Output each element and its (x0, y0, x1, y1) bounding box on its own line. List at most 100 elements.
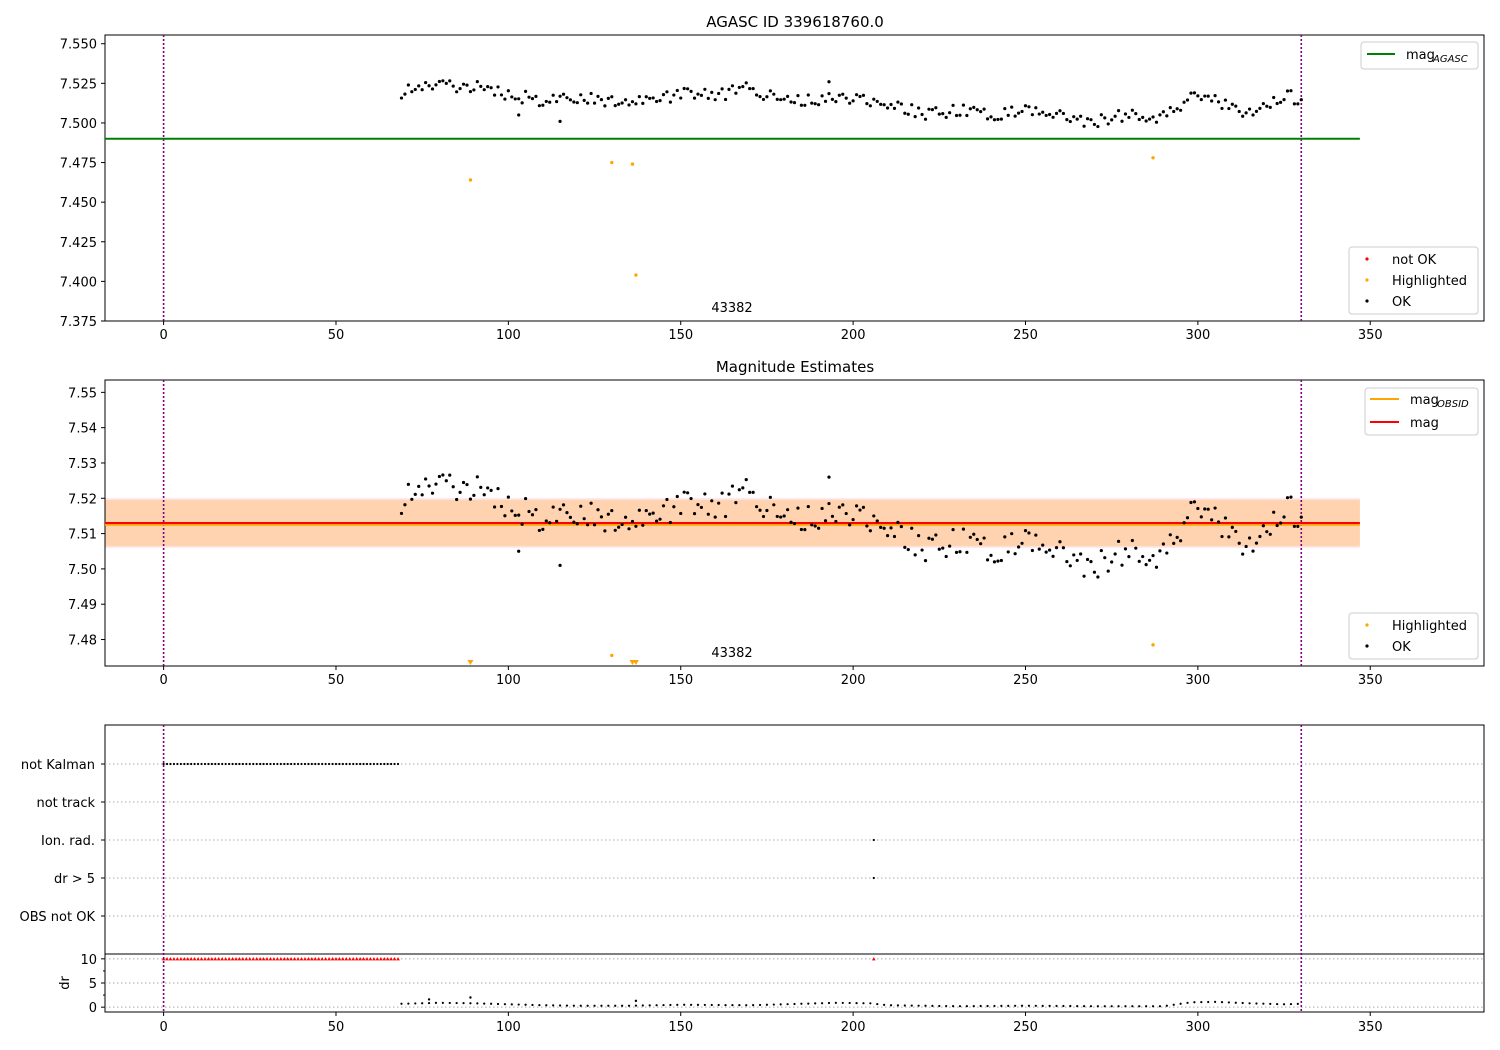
flags-xtick-label: 250 (1013, 1020, 1038, 1035)
agasc-ok-point (1023, 104, 1028, 108)
agasc-ytick-label: 7.525 (60, 77, 97, 92)
magnitude-ok-point (1230, 525, 1234, 529)
magnitude-ytick-label: 7.52 (68, 492, 97, 507)
agasc-ok-point (1120, 119, 1124, 123)
agasc-ok-point (999, 117, 1003, 121)
agasc-ok-point (1272, 95, 1276, 100)
dr-point (862, 1002, 865, 1005)
agasc-ok-point (1203, 94, 1207, 98)
magnitude-ok-point (792, 521, 797, 526)
not-kalman-point (324, 762, 327, 766)
agasc-ok-point (513, 97, 517, 101)
agasc-ytick-label: 7.450 (60, 196, 97, 211)
agasc-panel: AGASC ID 339618760.0 0 50 100 150 200 250 300 3… (60, 13, 1485, 343)
dr-point (1007, 1004, 1010, 1007)
agasc-ok-point (1213, 94, 1217, 98)
magnitude-ok-point (1175, 535, 1179, 539)
agasc-ok-point (561, 92, 566, 96)
not-kalman-point (296, 762, 300, 766)
dr-point (483, 1002, 486, 1005)
magnitude-ok-point (517, 513, 521, 517)
magnitude-ok-point (655, 519, 659, 523)
dr-point (469, 996, 472, 999)
agasc-ok-point (1116, 108, 1121, 113)
magnitude-highlighted-point (1151, 643, 1155, 647)
agasc-ok-point (530, 97, 535, 101)
agasc-ok-point (868, 104, 872, 108)
magnitude-ok-point (1010, 532, 1014, 536)
agasc-ytick-label: 7.475 (60, 157, 97, 172)
dr-point (1220, 1001, 1224, 1004)
dr-point (1213, 1000, 1217, 1003)
dr-point (662, 1003, 665, 1007)
magnitude-ok-point (679, 511, 683, 516)
agasc-ok-point (1020, 109, 1024, 114)
magnitude-ok-point (1123, 547, 1128, 551)
agasc-ok-point (455, 90, 459, 94)
agasc-ok-point (613, 104, 617, 108)
agasc-ok-point (906, 112, 910, 116)
magnitude-ok-point (534, 508, 538, 512)
magnitude-ok-point (696, 502, 700, 507)
magnitude-ok-point (810, 523, 814, 527)
magnitude-ok-point (1144, 563, 1148, 567)
magnitude-ok-point (868, 529, 872, 533)
agasc-ok-point (489, 86, 493, 90)
magnitude-clipped-marker (467, 660, 474, 665)
not-kalman-point (248, 762, 251, 766)
agasc-ok-point (420, 88, 424, 92)
magnitude-ok-point (1134, 546, 1138, 550)
not-kalman-point (245, 762, 248, 766)
dr-clipped-marker (347, 957, 352, 961)
magnitude-xtick-label: 150 (668, 673, 693, 688)
agasc-ok-point (686, 87, 690, 91)
agasc-ok-point (517, 97, 521, 101)
agasc-ok-point (796, 94, 800, 98)
dr-point (1172, 1003, 1175, 1006)
dr-clipped-marker (220, 957, 225, 961)
agasc-ok-point (434, 83, 438, 87)
dr-point (1041, 1004, 1044, 1007)
magnitude-ytick-label: 7.55 (68, 386, 97, 401)
magnitude-ok-point (1041, 543, 1045, 547)
magnitude-ok-point (937, 547, 941, 551)
agasc-ok-point (965, 113, 969, 118)
magnitude-ok-point (410, 497, 414, 501)
not-kalman-point (262, 762, 265, 766)
not-kalman-point (314, 762, 317, 766)
agasc-ok-point (948, 111, 952, 115)
magnitude-ok-point (1285, 496, 1290, 500)
magnitude-ok-point (999, 558, 1003, 563)
magnitude-points-legend: Highlighted OK (1348, 612, 1479, 660)
dr-point (1000, 1004, 1003, 1007)
agasc-ok-point (565, 96, 569, 100)
agasc-ok-point (810, 101, 814, 105)
agasc-ok-point (1096, 124, 1100, 129)
not-kalman-point (348, 762, 351, 766)
magnitude-ok-point (551, 505, 555, 509)
dr-point (503, 1003, 507, 1006)
dr-clipped-marker (223, 957, 228, 961)
magnitude-ok-point (830, 514, 835, 518)
agasc-ok-point (406, 83, 410, 87)
dr-clipped-marker (210, 957, 214, 961)
not-kalman-point (341, 762, 344, 766)
not-kalman-point (300, 762, 303, 766)
dr-point (648, 1004, 651, 1007)
magnitude-ok-point (1251, 549, 1255, 553)
agasc-ok-point (492, 93, 497, 97)
dr-point (779, 1003, 782, 1006)
dr-point (1248, 1002, 1251, 1005)
flags-xtick-label: 150 (668, 1020, 693, 1035)
dr-point (1082, 1005, 1086, 1008)
magnitude-ok-point (1006, 550, 1010, 554)
agasc-ok-point (427, 84, 431, 88)
agasc-ok-point (668, 100, 672, 104)
agasc-ok-point (1251, 113, 1255, 117)
dr-point (1227, 1001, 1230, 1004)
legend-ok: OK (1392, 295, 1411, 310)
agasc-ok-point (1092, 122, 1097, 127)
magnitude-ok-point (610, 508, 614, 513)
legend-ok-2: OK (1392, 640, 1411, 655)
agasc-ok-point (1003, 106, 1007, 111)
